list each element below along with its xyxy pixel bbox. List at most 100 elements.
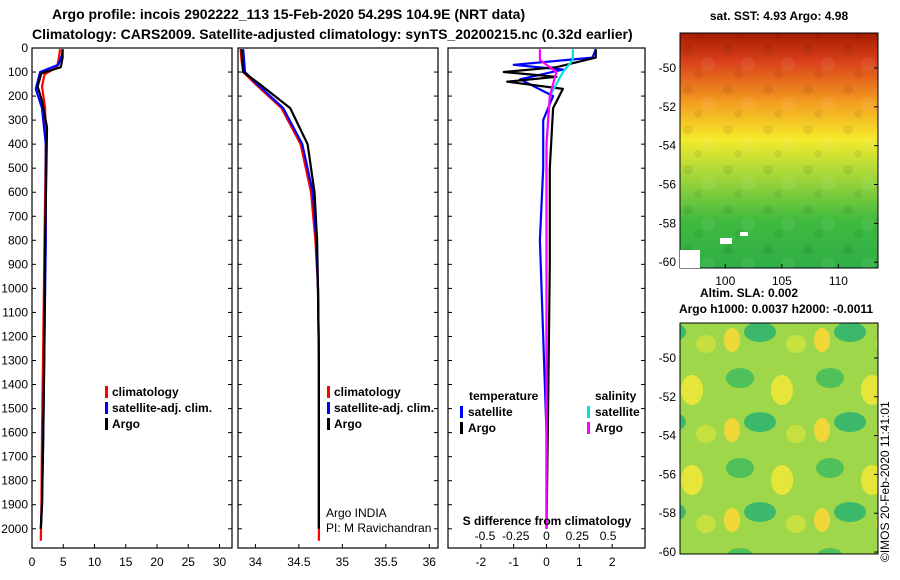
map-y-label: -50 [659,351,677,365]
map-x-label: 110 [829,274,848,288]
y-tick-label: 800 [8,233,28,247]
y-tick-label: 600 [8,185,28,199]
series-line-climatology [239,49,320,541]
legend-label: Argo [112,417,140,431]
x-tick-label: 0 [543,555,550,569]
top-tick-label: 0.5 [600,529,617,543]
series-line-argo [240,49,320,529]
legend-swatch [327,418,330,430]
series-line-temperature-argo [502,49,597,529]
legend-label: climatology [334,385,401,399]
series-line-salinity-argo [538,49,558,529]
map-y-label: -56 [659,467,677,481]
x-tick-label: 30 [213,555,227,569]
map-blank-patch [680,250,700,268]
legend-swatch [587,422,590,434]
top-tick-label: 0 [543,529,550,543]
legend-swatch [105,418,108,430]
x-tick-label: 1 [576,555,583,569]
legend-label: satellite [468,405,513,419]
x-tick-label: 0 [29,555,36,569]
x-tick-label: -1 [508,555,519,569]
series-line-satellite-adj-clim- [242,49,320,529]
x-tick-label: 35 [336,555,350,569]
legend-label: satellite [595,405,640,419]
legend-swatch [327,386,330,398]
legend-swatch [460,406,463,418]
y-tick-label: 700 [8,209,28,223]
x-tick-label: 10 [88,555,102,569]
legend-title-temperature: temperature [469,389,539,403]
map-y-label: -56 [659,177,677,191]
legend-label: climatology [112,385,179,399]
legend-label: Argo [334,417,362,431]
legend-swatch [327,402,330,414]
y-tick-label: 400 [8,137,28,151]
y-tick-label: 1300 [1,354,28,368]
map-y-label: -54 [659,139,677,153]
map-y-label: -60 [659,255,677,269]
map-y-label: -50 [659,61,677,75]
annotation-text: PI: M Ravichandran [326,521,431,535]
map-blank-patch [720,238,732,244]
map-title-sst: sat. SST: 4.93 Argo: 4.98 [710,9,849,23]
title-line-2: Climatology: CARS2009. Satellite-adjuste… [32,26,633,42]
top-tick-label: 0.25 [566,529,590,543]
x-tick-label: 35.5 [374,555,398,569]
legend-label: Argo [595,421,623,435]
x-tick-label: 34 [249,555,263,569]
y-tick-label: 1900 [1,498,28,512]
y-tick-label: 200 [8,89,28,103]
map-blank-patch [740,232,748,236]
y-tick-label: 0 [21,41,28,55]
map-y-label: -52 [659,390,677,404]
map-x-label: 100 [715,274,735,288]
legend-swatch [105,402,108,414]
y-tick-label: 1500 [1,402,28,416]
annotation-text: Argo INDIA [326,506,387,520]
y-tick-label: 1700 [1,450,28,464]
legend-title-salinity: salinity [595,389,637,403]
map-label-sla: Altim. SLA: 0.002 [700,286,798,300]
series-line-argo [36,49,64,529]
legend-swatch [460,422,463,434]
legend-label: satellite-adj. clim. [334,401,434,415]
map-sla [679,322,879,555]
y-tick-label: 1200 [1,329,28,343]
y-tick-label: 1000 [1,281,28,295]
y-tick-label: 1600 [1,426,28,440]
y-tick-label: 100 [8,65,28,79]
series-line-satellite-adj-clim- [34,49,64,529]
legend-label: satellite-adj. clim. [112,401,212,415]
map-y-label: -52 [659,100,677,114]
y-tick-label: 1400 [1,378,28,392]
x-tick-label: 15 [119,555,133,569]
y-tick-label: 900 [8,257,28,271]
map-texture [680,33,878,268]
panel-frame-temperature [31,47,233,549]
legend-swatch [587,406,590,418]
title-line-1: Argo profile: incois 2902222_113 15-Feb-… [52,6,526,22]
map-y-label: -58 [659,216,677,230]
y-tick-label: 1800 [1,474,28,488]
map-title-sla: Argo h1000: 0.0037 h2000: -0.0011 [679,302,873,316]
top-tick-label: -0.5 [475,529,496,543]
x-tick-label: -2 [475,555,486,569]
map-y-label: -58 [659,506,677,520]
x-axis-label: S difference from climatology [463,514,632,528]
top-tick-label: -0.25 [502,529,530,543]
x-tick-label: 34.5 [287,555,311,569]
y-tick-label: 300 [8,113,28,127]
legend-swatch [105,386,108,398]
x-tick-label: 36 [423,555,437,569]
y-tick-label: 2000 [1,522,28,536]
y-tick-label: 1100 [2,305,28,319]
map-y-label: -60 [659,545,677,559]
x-tick-label: 2 [609,555,616,569]
y-tick-label: 500 [8,161,28,175]
panel-frame-salinity [237,47,439,549]
x-tick-label: 5 [60,555,67,569]
map-y-label: -54 [659,429,677,443]
x-tick-label: 25 [182,555,196,569]
